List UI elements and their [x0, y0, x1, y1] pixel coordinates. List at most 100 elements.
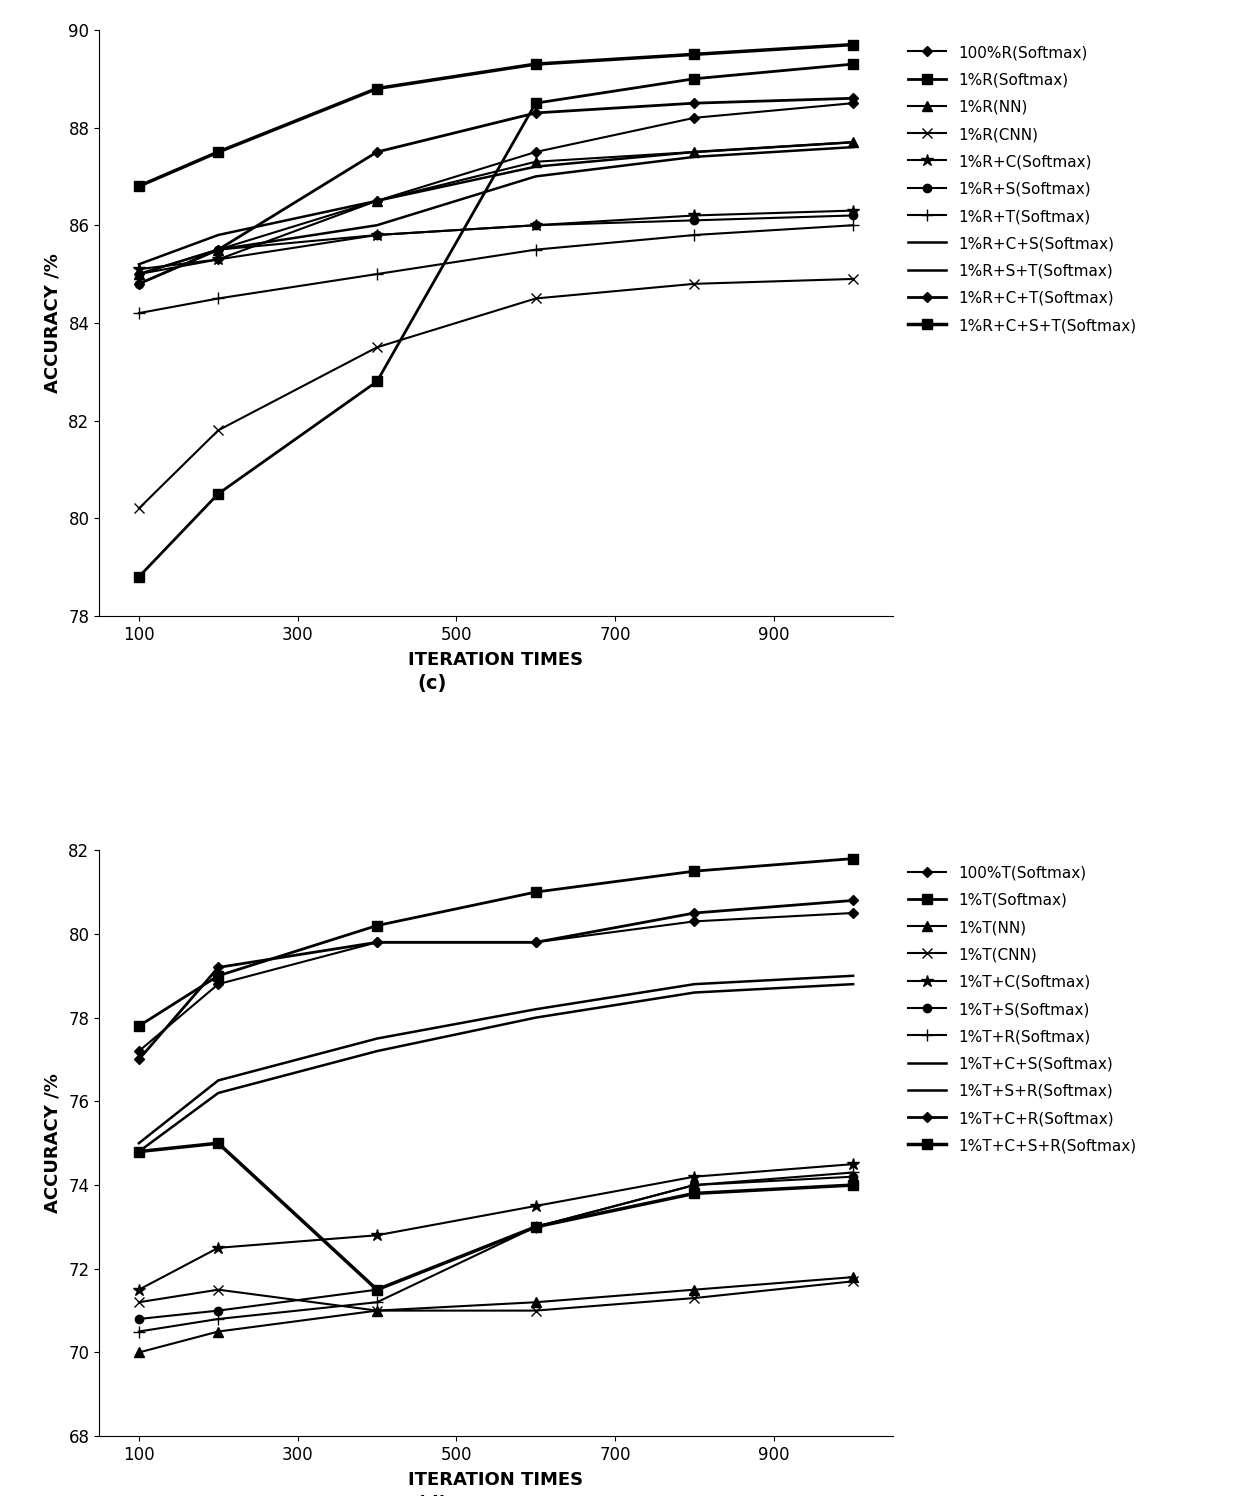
1%T+C+S(Softmax): [370, 1029, 384, 1047]
1%T+S(Softmax): [687, 1176, 702, 1194]
1%R+C+S+T(Softmax): [528, 55, 543, 73]
1%T(CNN): [846, 1272, 861, 1290]
Line: 1%T+C(Softmax): 1%T+C(Softmax): [133, 1158, 859, 1296]
1%T(NN): [528, 1293, 543, 1310]
1%R(NN): [846, 133, 861, 151]
1%T(CNN): [370, 1302, 384, 1319]
1%T+C+S(Softmax): [211, 1071, 226, 1089]
1%R+C+T(Softmax): [370, 144, 384, 162]
1%R+C+T(Softmax): [846, 90, 861, 108]
1%T+C(Softmax): [528, 1197, 543, 1215]
1%T+S(Softmax): [131, 1310, 146, 1328]
1%T+S(Softmax): [846, 1168, 861, 1186]
1%T+S+R(Softmax): [528, 1008, 543, 1026]
1%T+C+S(Softmax): [687, 975, 702, 993]
Line: 1%R+T(Softmax): 1%R+T(Softmax): [134, 220, 858, 319]
1%T(CNN): [528, 1302, 543, 1319]
Line: 1%T+R(Softmax): 1%T+R(Softmax): [134, 1167, 858, 1337]
1%R+T(Softmax): [211, 290, 226, 308]
1%R+S+T(Softmax): [211, 241, 226, 259]
1%R+C+T(Softmax): [211, 241, 226, 259]
1%R+C+S+T(Softmax): [687, 45, 702, 63]
1%T+C(Softmax): [846, 1155, 861, 1173]
Legend: 100%T(Softmax), 1%T(Softmax), 1%T(NN), 1%T(CNN), 1%T+C(Softmax), 1%T+S(Softmax),: 100%T(Softmax), 1%T(Softmax), 1%T(NN), 1…: [900, 857, 1145, 1161]
1%R+C+S(Softmax): [528, 157, 543, 175]
100%R(Softmax): [131, 265, 146, 283]
1%R(NN): [370, 191, 384, 209]
1%R+S+T(Softmax): [846, 138, 861, 156]
1%R(CNN): [528, 290, 543, 308]
1%T+S(Softmax): [528, 1218, 543, 1236]
1%T(Softmax): [370, 917, 384, 935]
1%T(NN): [687, 1281, 702, 1299]
1%T(Softmax): [846, 850, 861, 868]
100%R(Softmax): [211, 250, 226, 268]
1%R(CNN): [211, 422, 226, 440]
100%R(Softmax): [370, 191, 384, 209]
1%T+C+S+R(Softmax): [846, 1176, 861, 1194]
1%R+C(Softmax): [846, 202, 861, 220]
1%R(NN): [687, 144, 702, 162]
1%R(NN): [131, 265, 146, 283]
1%T+R(Softmax): [846, 1164, 861, 1182]
1%R(NN): [211, 241, 226, 259]
100%T(Softmax): [211, 975, 226, 993]
1%R(Softmax): [687, 70, 702, 88]
1%R(Softmax): [370, 373, 384, 390]
1%T+C+S(Softmax): [846, 966, 861, 984]
1%T(Softmax): [687, 862, 702, 880]
100%T(Softmax): [131, 1043, 146, 1061]
1%T+C+S(Softmax): [131, 1134, 146, 1152]
1%R+C+T(Softmax): [687, 94, 702, 112]
Line: 1%R+S(Softmax): 1%R+S(Softmax): [135, 211, 857, 289]
1%R+C(Softmax): [687, 206, 702, 224]
Y-axis label: ACCURACY /%: ACCURACY /%: [43, 253, 62, 393]
100%R(Softmax): [528, 144, 543, 162]
100%T(Softmax): [846, 904, 861, 922]
1%T(NN): [370, 1302, 384, 1319]
1%R+T(Softmax): [370, 265, 384, 283]
1%R(Softmax): [131, 568, 146, 586]
1%T+C+R(Softmax): [846, 892, 861, 910]
1%T(NN): [211, 1322, 226, 1340]
Y-axis label: ACCURACY /%: ACCURACY /%: [43, 1073, 62, 1213]
1%R(CNN): [687, 275, 702, 293]
1%R+S+T(Softmax): [528, 168, 543, 186]
Line: 100%R(Softmax): 100%R(Softmax): [135, 100, 857, 278]
1%T(Softmax): [211, 966, 226, 984]
1%T+S(Softmax): [370, 1281, 384, 1299]
Line: 1%R+C+S+T(Softmax): 1%R+C+S+T(Softmax): [134, 40, 858, 191]
Line: 1%T+C+S(Softmax): 1%T+C+S(Softmax): [139, 975, 853, 1143]
1%T+R(Softmax): [370, 1293, 384, 1310]
1%T+S+R(Softmax): [846, 975, 861, 993]
1%R+T(Softmax): [846, 217, 861, 235]
Line: 1%R+C(Softmax): 1%R+C(Softmax): [133, 205, 859, 275]
1%R+C+S+T(Softmax): [131, 177, 146, 194]
1%T+C(Softmax): [687, 1168, 702, 1186]
Line: 1%T(NN): 1%T(NN): [134, 1272, 858, 1357]
1%R+S+T(Softmax): [131, 265, 146, 283]
1%R+C+S(Softmax): [131, 256, 146, 274]
1%T+C+R(Softmax): [528, 934, 543, 951]
1%R+S(Softmax): [131, 275, 146, 293]
1%R+T(Softmax): [687, 226, 702, 244]
1%R+S(Softmax): [687, 211, 702, 229]
100%R(Softmax): [687, 109, 702, 127]
1%R+T(Softmax): [528, 241, 543, 259]
1%T(Softmax): [528, 883, 543, 901]
100%T(Softmax): [687, 913, 702, 931]
Line: 1%R+C+T(Softmax): 1%R+C+T(Softmax): [135, 94, 857, 287]
1%R+C(Softmax): [528, 217, 543, 235]
1%T+S+R(Softmax): [687, 983, 702, 1001]
100%T(Softmax): [370, 934, 384, 951]
1%T+R(Softmax): [687, 1176, 702, 1194]
1%R(CNN): [131, 500, 146, 518]
1%T+S+R(Softmax): [131, 1143, 146, 1161]
1%R+C(Softmax): [131, 260, 146, 278]
1%R+C+S(Softmax): [687, 144, 702, 162]
1%T(CNN): [131, 1293, 146, 1310]
1%T+S+R(Softmax): [211, 1085, 226, 1103]
1%T+C(Softmax): [211, 1239, 226, 1257]
1%R(NN): [528, 153, 543, 171]
1%R+S+T(Softmax): [370, 217, 384, 235]
